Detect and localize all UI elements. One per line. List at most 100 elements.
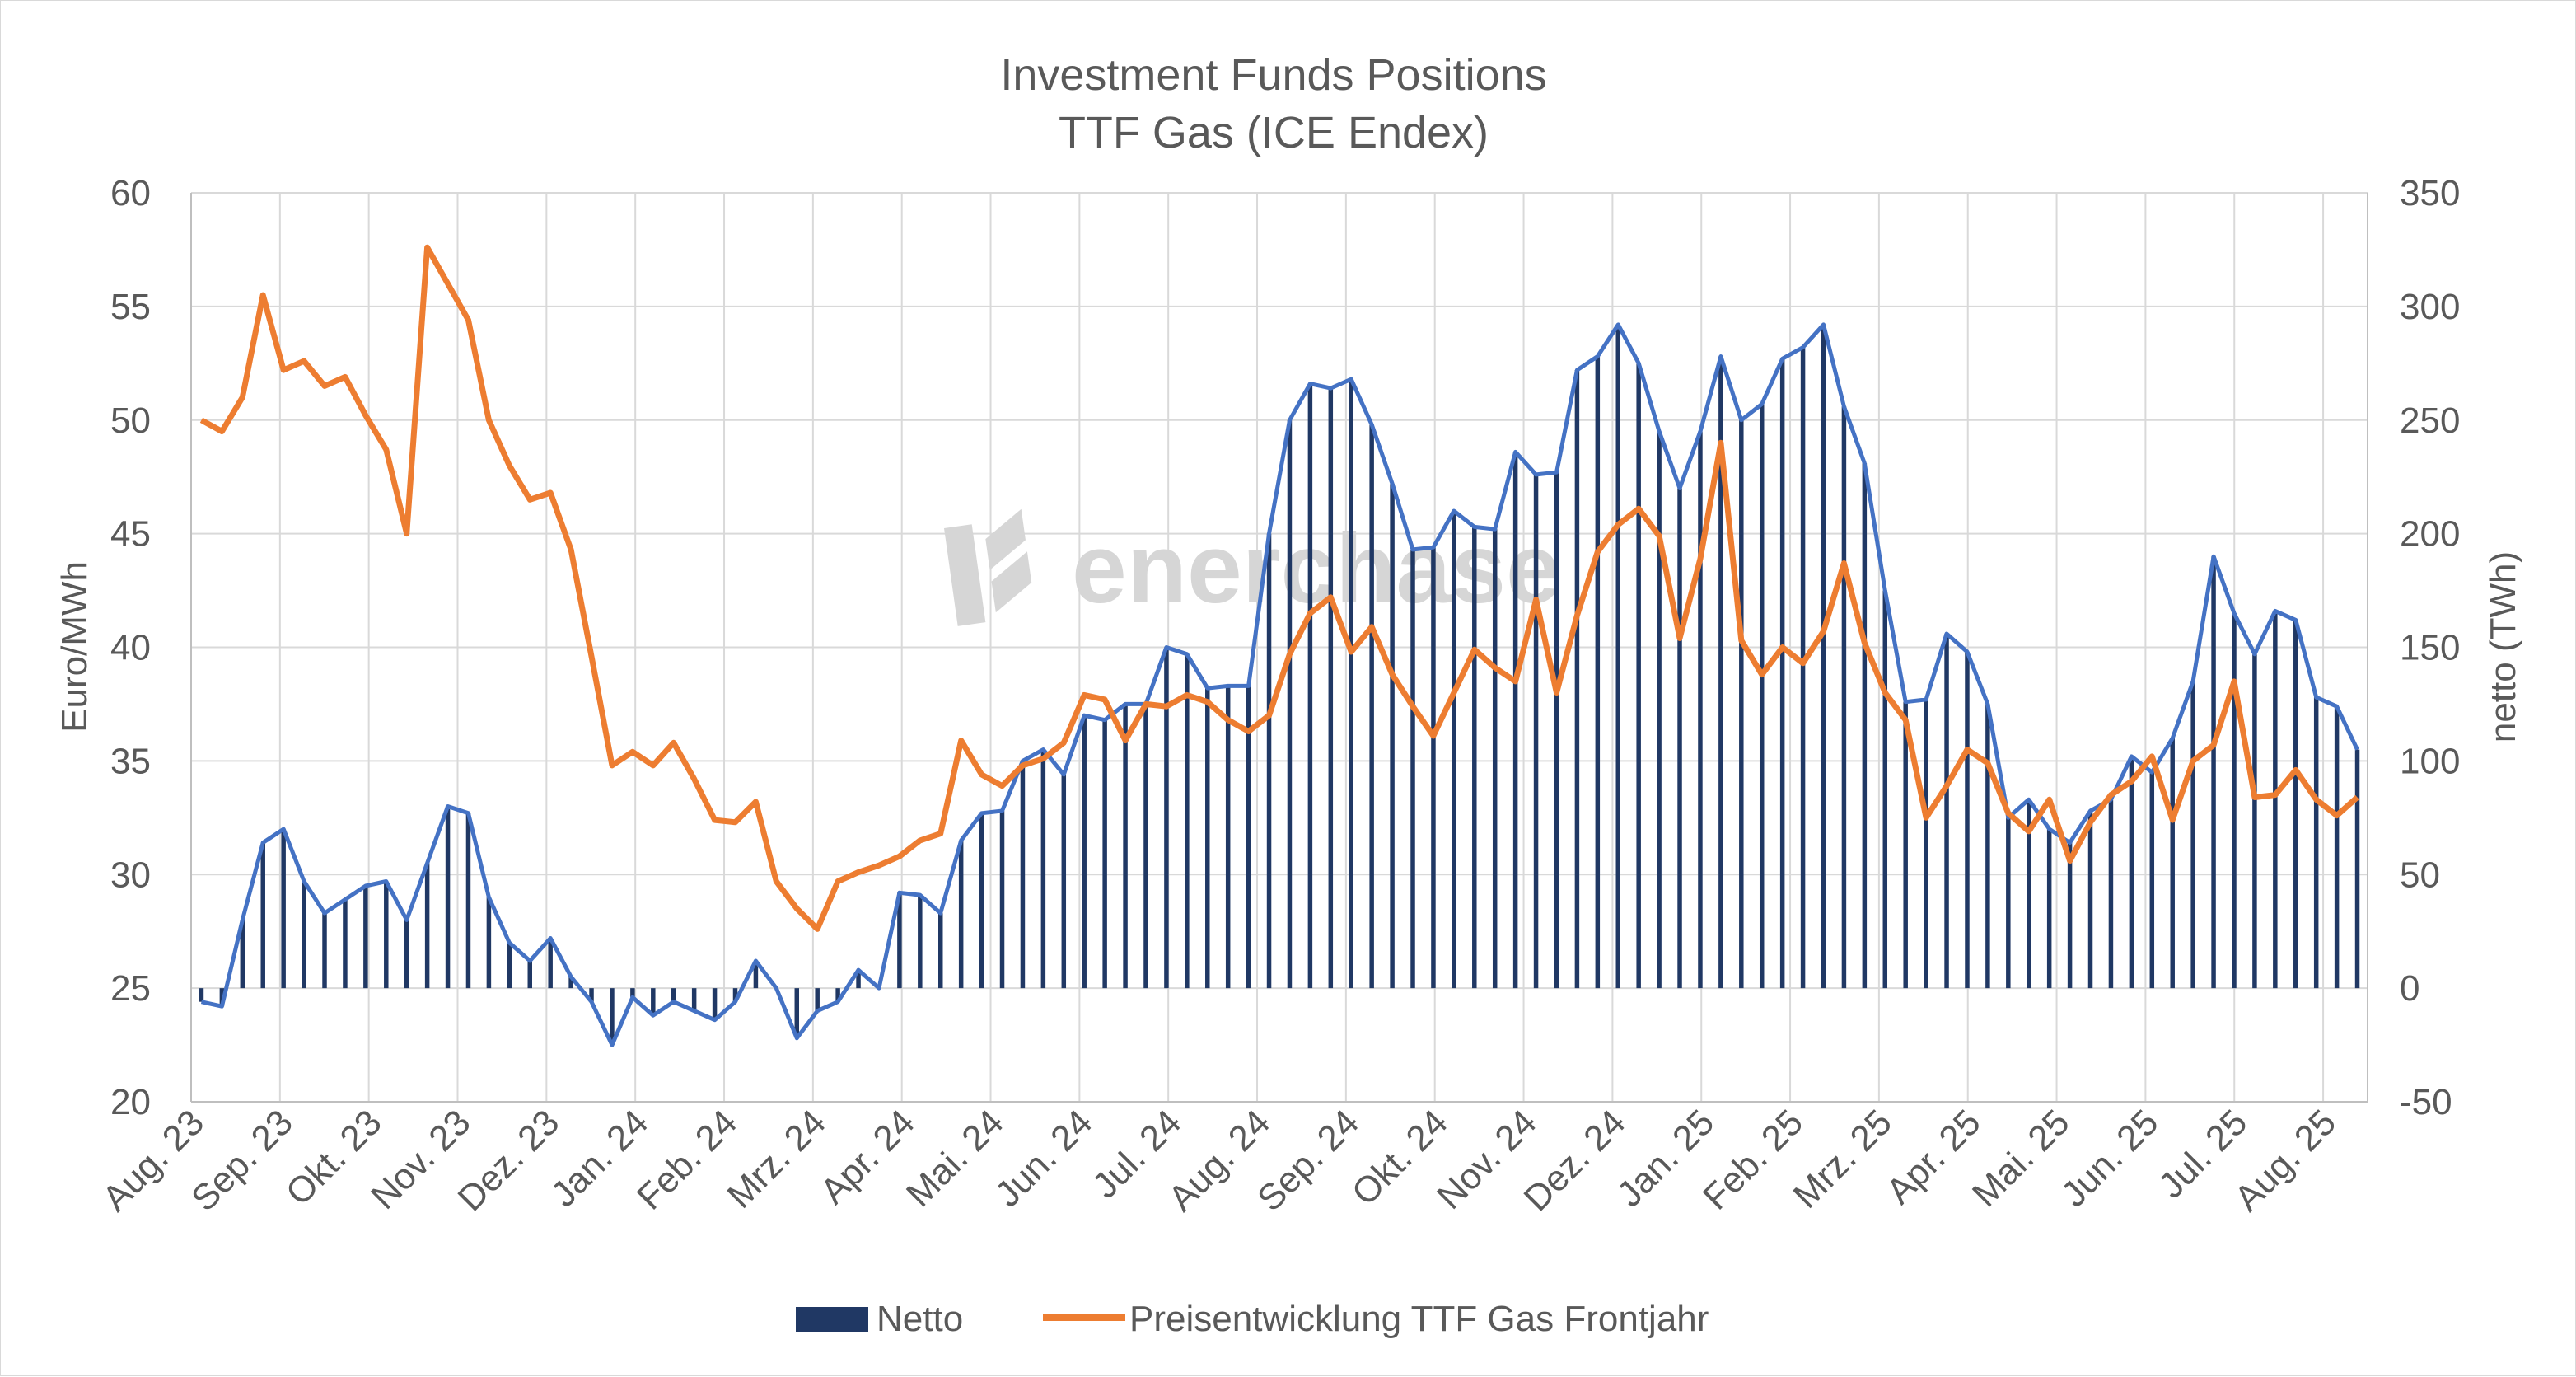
netto-bar: [2252, 653, 2257, 989]
y-right-tick-label: 100: [2400, 741, 2460, 781]
netto-bar: [897, 892, 902, 989]
netto-bar: [240, 920, 245, 989]
x-tick-label: Feb. 25: [1695, 1102, 1811, 1217]
netto-bar: [1102, 719, 1107, 989]
netto-bar: [1924, 699, 1928, 989]
x-tick-label: Apr. 25: [1879, 1102, 1989, 1211]
netto-bar: [589, 988, 594, 1002]
watermark-logo-shape-top: [985, 508, 1026, 570]
netto-bar: [1554, 472, 1559, 989]
netto-bar: [1205, 688, 1210, 989]
watermark-logo-shape-bottom: [991, 551, 1032, 613]
netto-bar: [938, 913, 943, 989]
netto-bar: [486, 897, 492, 989]
netto-bar: [1452, 511, 1456, 989]
netto-bar: [1472, 527, 1477, 989]
netto-bar: [1512, 452, 1518, 989]
netto-bar: [404, 920, 409, 989]
netto-bar: [2232, 613, 2237, 989]
netto-bar: [1061, 774, 1067, 989]
netto-bar: [2027, 799, 2031, 989]
y-left-tick-label: 30: [110, 855, 151, 895]
netto-bar: [1903, 701, 1908, 989]
x-tick-label: Mrz. 25: [1786, 1102, 1900, 1215]
netto-bar: [1882, 590, 1888, 989]
x-tick-label: Aug. 25: [2227, 1102, 2344, 1219]
y-left-tick-label: 55: [110, 287, 151, 327]
netto-bar: [856, 970, 861, 989]
netto-bar: [1985, 704, 1990, 989]
watermark-logo-bar: [944, 524, 986, 626]
netto-bar: [979, 813, 984, 989]
netto-bar: [691, 988, 697, 1011]
netto-bar: [671, 988, 676, 1002]
netto-bar: [1533, 474, 1539, 989]
netto-bar: [1349, 379, 1353, 989]
netto-bar: [1307, 383, 1313, 989]
netto-bar: [384, 881, 389, 989]
legend-label-netto: Netto: [877, 1299, 963, 1339]
netto-bar: [2046, 829, 2052, 989]
y-right-tick-label: -50: [2400, 1082, 2452, 1122]
chart-title-line-2: TTF Gas (ICE Endex): [1059, 108, 1489, 157]
x-tick-label: Sep. 24: [1250, 1102, 1367, 1219]
netto-bar: [2334, 706, 2340, 989]
netto-bar: [1615, 324, 1620, 989]
netto-bar: [651, 988, 656, 1016]
netto-bar: [2354, 749, 2360, 989]
netto-bar: [630, 988, 635, 998]
netto-bar: [568, 977, 573, 989]
netto-bar: [343, 899, 348, 989]
y-left-tick-label: 25: [110, 968, 151, 1009]
netto-bar: [445, 806, 451, 989]
netto-bar: [1800, 347, 1806, 989]
y-right-tick-label: 200: [2400, 514, 2460, 555]
netto-bar: [753, 961, 759, 989]
y-axis-right-label: netto (TWh): [2483, 551, 2523, 742]
netto-bar: [2190, 681, 2195, 989]
x-tick-label: Dez. 23: [451, 1102, 568, 1219]
netto-bar: [302, 881, 306, 989]
netto-bar: [1779, 358, 1785, 989]
netto-bar: [1492, 529, 1498, 989]
y-right-tick-label: 300: [2400, 287, 2460, 327]
netto-bar: [2108, 799, 2114, 989]
price-line: [199, 244, 2359, 932]
x-tick-label: Apr. 24: [813, 1102, 923, 1211]
netto-bar: [1595, 356, 1601, 989]
netto-bar: [507, 942, 512, 989]
netto-bar: [1636, 363, 1641, 989]
netto-line: [200, 322, 2359, 1047]
netto-bar: [1739, 419, 1744, 989]
y-left-tick-label: 40: [110, 628, 151, 668]
x-tick-label: Feb. 24: [629, 1102, 745, 1217]
y-left-tick-label: 45: [110, 514, 151, 555]
y-left-tick-label: 60: [110, 173, 151, 213]
netto-bar: [2129, 756, 2134, 989]
netto-bar: [363, 886, 368, 989]
netto-bar: [2087, 811, 2093, 989]
netto-bar: [1821, 324, 1826, 989]
netto-bar: [2273, 611, 2278, 989]
netto-bar: [1143, 704, 1148, 989]
netto-bar: [1328, 388, 1334, 989]
netto-bar: [794, 988, 800, 1038]
netto-bar: [1082, 715, 1087, 989]
netto-bar: [465, 813, 471, 989]
netto-bar: [1944, 633, 1949, 989]
netto-bar: [1225, 686, 1231, 989]
x-tick-label: Jun. 25: [2054, 1102, 2167, 1215]
y-right-tick-label: 150: [2400, 628, 2460, 668]
netto-bar: [999, 811, 1005, 989]
netto-bar: [199, 988, 204, 1002]
netto-bar: [1410, 549, 1415, 989]
netto-bar: [1266, 533, 1272, 989]
y-left-tick-label: 35: [110, 741, 151, 781]
netto-bar: [712, 988, 718, 1020]
netto-bar: [1246, 686, 1251, 989]
series-lines: [199, 244, 2359, 1047]
netto-bar: [1020, 761, 1026, 989]
y-left-tick-label: 20: [110, 1082, 151, 1122]
